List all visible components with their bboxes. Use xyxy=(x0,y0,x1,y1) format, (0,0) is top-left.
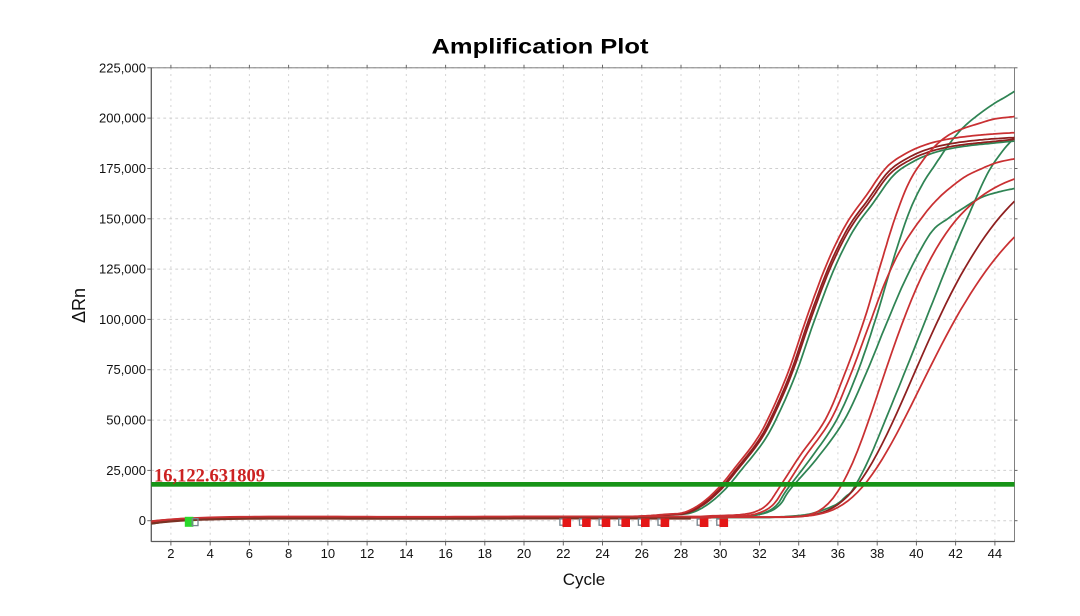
svg-text:30: 30 xyxy=(713,546,727,561)
svg-text:175,000: 175,000 xyxy=(99,161,146,176)
svg-text:32: 32 xyxy=(752,546,766,561)
svg-text:4: 4 xyxy=(207,546,214,561)
svg-text:0: 0 xyxy=(139,513,146,528)
svg-text:38: 38 xyxy=(870,546,884,561)
svg-text:200,000: 200,000 xyxy=(99,111,146,126)
svg-text:26: 26 xyxy=(635,546,649,561)
svg-text:10: 10 xyxy=(321,546,335,561)
svg-text:100,000: 100,000 xyxy=(99,312,146,327)
svg-text:50,000: 50,000 xyxy=(106,413,146,428)
svg-text:8: 8 xyxy=(285,546,292,561)
svg-text:40: 40 xyxy=(909,546,923,561)
svg-text:16,122.631809: 16,122.631809 xyxy=(154,467,265,487)
svg-text:44: 44 xyxy=(988,546,1002,561)
svg-text:150,000: 150,000 xyxy=(99,211,146,226)
svg-text:22: 22 xyxy=(556,546,570,561)
svg-text:25,000: 25,000 xyxy=(106,463,146,478)
svg-text:2: 2 xyxy=(167,546,174,561)
svg-text:ΔRn: ΔRn xyxy=(69,288,89,323)
svg-text:20: 20 xyxy=(517,546,531,561)
svg-text:Amplification Plot: Amplification Plot xyxy=(432,35,649,59)
svg-text:36: 36 xyxy=(831,546,845,561)
svg-text:18: 18 xyxy=(478,546,492,561)
svg-text:6: 6 xyxy=(246,546,253,561)
svg-text:24: 24 xyxy=(595,546,609,561)
svg-text:225,000: 225,000 xyxy=(99,60,146,75)
svg-text:75,000: 75,000 xyxy=(106,362,146,377)
svg-text:42: 42 xyxy=(948,546,962,561)
svg-text:Cycle: Cycle xyxy=(563,570,606,589)
svg-text:28: 28 xyxy=(674,546,688,561)
svg-text:12: 12 xyxy=(360,546,374,561)
svg-text:125,000: 125,000 xyxy=(99,262,146,277)
svg-text:16: 16 xyxy=(438,546,452,561)
svg-text:34: 34 xyxy=(791,546,805,561)
svg-text:14: 14 xyxy=(399,546,413,561)
